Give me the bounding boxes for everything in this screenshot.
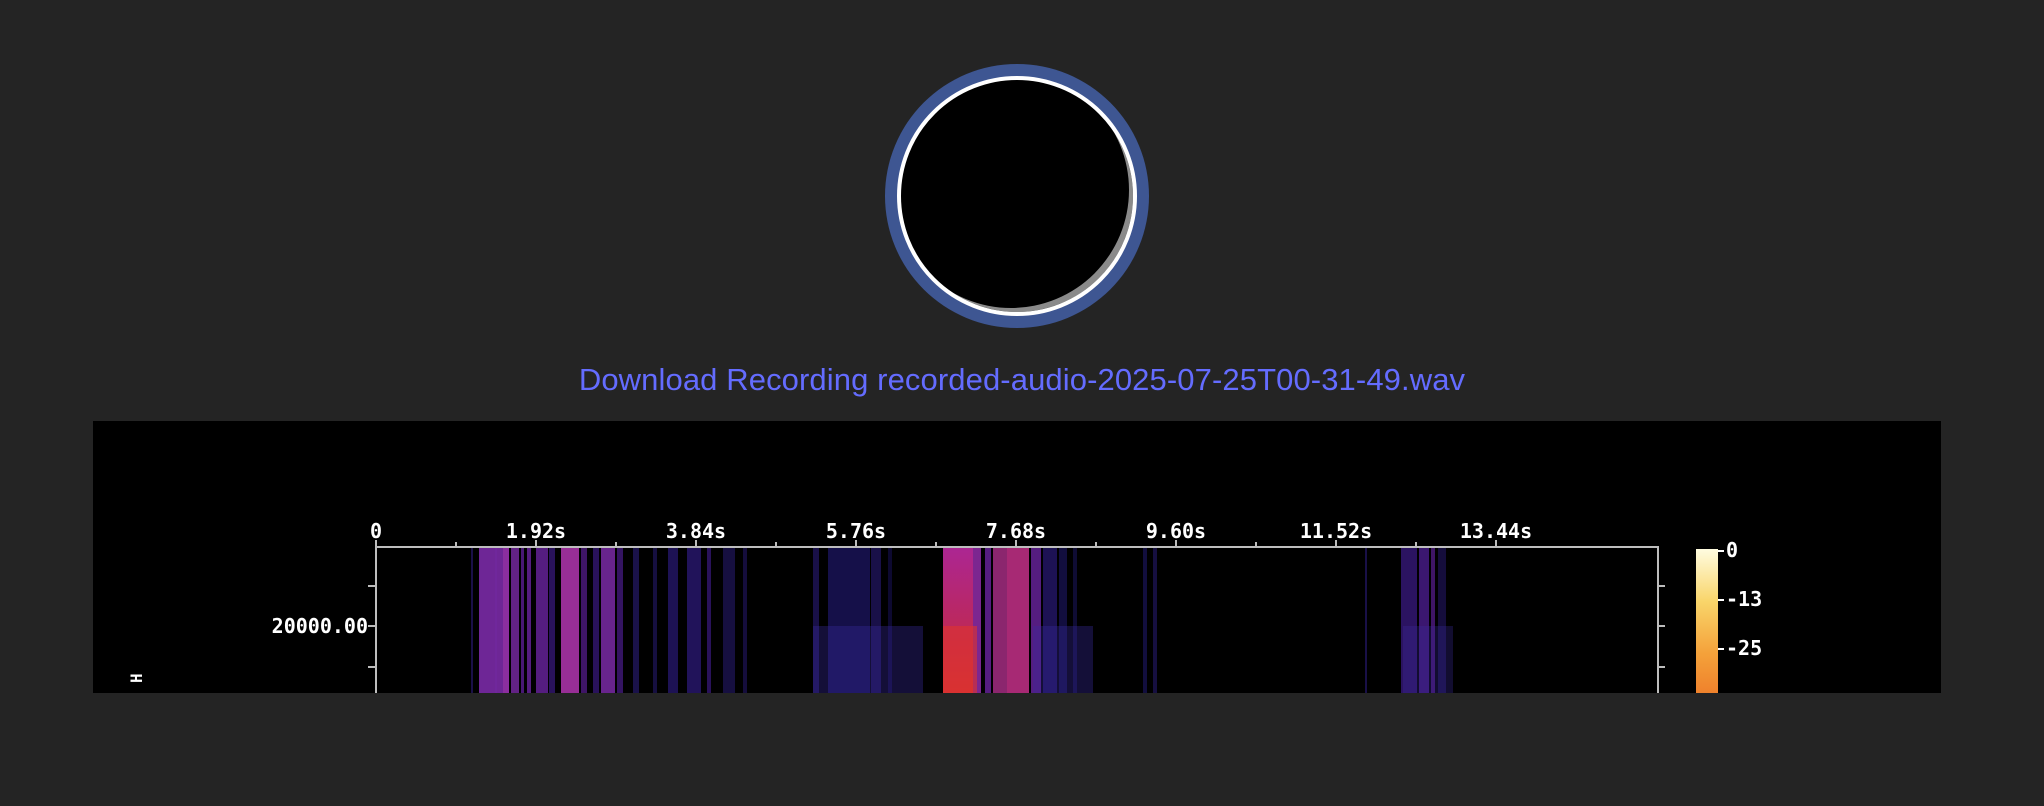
- spectrogram-band: [687, 548, 701, 693]
- spectrogram-band: [1043, 548, 1057, 693]
- time-tick-label: 9.60s: [1146, 519, 1206, 543]
- spectrogram-band: [633, 548, 639, 693]
- freq-axis-label: H: [127, 673, 146, 683]
- spectrogram-band: [581, 548, 587, 693]
- spectrogram-band: [668, 548, 678, 693]
- record-button-face: [897, 76, 1137, 316]
- spectrogram-band: [1419, 548, 1429, 693]
- spectrogram-band: [1007, 548, 1029, 693]
- spectrogram-band: [871, 548, 881, 693]
- freq-tick-label: 20000.00: [272, 614, 368, 638]
- spectrogram-svg: 0 1.92s 3.84s 5.76s 7.68s 9.60s 11.52s 13.44s 2…: [127, 519, 1762, 693]
- spectrogram-band: [1153, 548, 1157, 693]
- spectrogram-band: [479, 548, 503, 693]
- spectrogram-noise: [813, 626, 923, 693]
- time-tick-label: 3.84s: [666, 519, 726, 543]
- time-tick-label: 11.52s: [1300, 519, 1372, 543]
- spectrogram-band: [813, 548, 819, 693]
- spectrogram-band: [1438, 548, 1446, 693]
- spectrogram-band: [723, 548, 735, 693]
- spectrogram-band: [1059, 548, 1067, 693]
- spectrogram-band: [828, 548, 870, 693]
- spectrogram-band: [653, 548, 657, 693]
- spectrogram-band: [521, 548, 524, 693]
- spectrogram-band: [1143, 548, 1147, 693]
- spectrogram-band: [549, 548, 555, 693]
- time-axis: 0 1.92s 3.84s 5.76s 7.68s 9.60s 11.52s 13.44s: [370, 519, 1532, 547]
- time-tick-label: 7.68s: [986, 519, 1046, 543]
- spectrogram-band: [1365, 548, 1367, 693]
- spectrogram-band: [561, 548, 579, 693]
- spectrogram-band: [707, 548, 711, 693]
- time-tick-label: 13.44s: [1460, 519, 1532, 543]
- spectrogram-band: [1031, 548, 1041, 693]
- download-recording-link[interactable]: Download Recording recorded-audio-2025-0…: [578, 362, 1466, 397]
- spectrogram-band: [743, 548, 747, 693]
- spectrogram-noise: [1403, 626, 1453, 693]
- spectrogram-band: [503, 548, 509, 693]
- spectrogram-band: [993, 548, 1007, 693]
- time-tick-label: 1.92s: [506, 519, 566, 543]
- spectrogram-band: [1431, 548, 1435, 693]
- spectrogram-band: [973, 548, 981, 693]
- spectrogram-hotspot: [943, 626, 977, 693]
- spectrogram-noise: [1033, 626, 1093, 693]
- spectrogram-band: [536, 548, 548, 693]
- spectrogram-band: [1073, 548, 1077, 693]
- spectrogram-panel: 0 1.92s 3.84s 5.76s 7.68s 9.60s 11.52s 13.44s 2…: [93, 421, 1941, 693]
- colorbar-tick-label: 0: [1726, 538, 1738, 562]
- colorbar-tick-label: -13: [1726, 587, 1762, 611]
- spectrogram-band: [471, 548, 473, 693]
- time-tick-label: 0: [370, 519, 382, 543]
- spectrogram-band: [601, 548, 615, 693]
- spectrogram-band: [593, 548, 599, 693]
- colorbar-tick-label: -25: [1726, 636, 1762, 660]
- time-tick-label: 5.76s: [826, 519, 886, 543]
- spectrogram-band: [1401, 548, 1417, 693]
- spectrogram-band: [527, 548, 531, 693]
- spectrogram-band: [888, 548, 892, 693]
- spectrogram-band: [617, 548, 623, 693]
- spectrogram-band: [985, 548, 991, 693]
- colorbar-axis: 0 -13 -25: [1718, 538, 1762, 660]
- spectrogram-image: [471, 548, 1453, 693]
- record-button[interactable]: [885, 64, 1149, 328]
- spectrogram-band: [511, 548, 519, 693]
- colorbar: [1696, 549, 1718, 693]
